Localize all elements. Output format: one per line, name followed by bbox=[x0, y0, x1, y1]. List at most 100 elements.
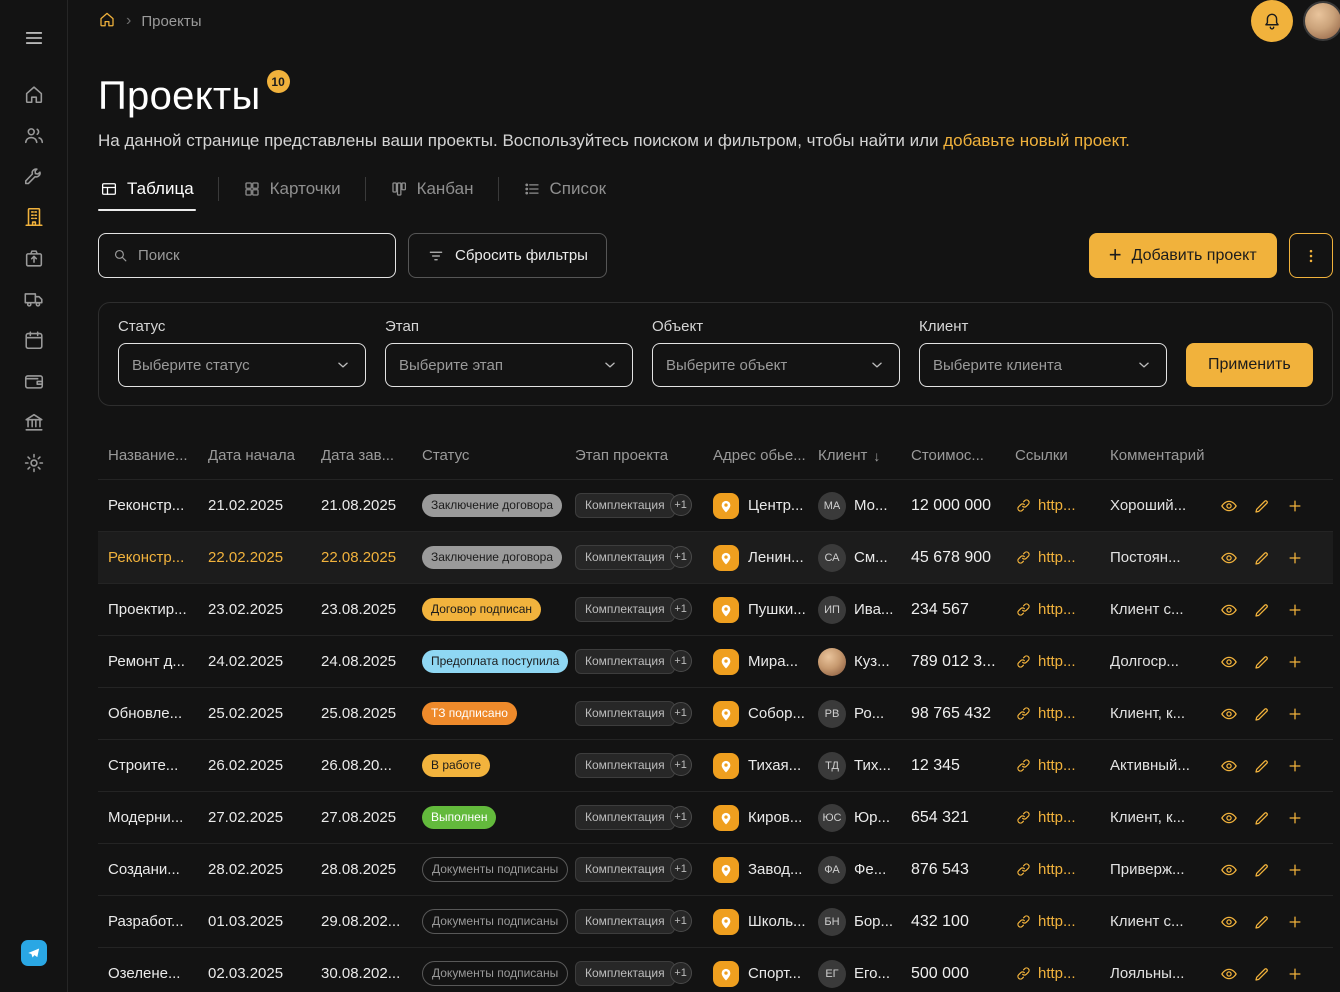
stage-badge: Комплектация bbox=[575, 753, 675, 778]
export-icon[interactable] bbox=[14, 238, 54, 278]
user-avatar[interactable] bbox=[1302, 1, 1340, 41]
users-icon[interactable] bbox=[14, 115, 54, 155]
table-row[interactable]: Модерни... 27.02.2025 27.08.2025 Выполне… bbox=[98, 792, 1333, 844]
table-row[interactable]: Обновле... 25.02.2025 25.08.2025 ТЗ подп… bbox=[98, 688, 1333, 740]
project-link[interactable]: http... bbox=[1038, 705, 1076, 722]
view-button[interactable] bbox=[1220, 705, 1238, 723]
add-row-button[interactable] bbox=[1286, 601, 1304, 619]
tab-table[interactable]: Таблица bbox=[98, 173, 196, 211]
more-options-button[interactable] bbox=[1288, 233, 1333, 278]
view-button[interactable] bbox=[1220, 549, 1238, 567]
table-row[interactable]: Разработ... 01.03.2025 29.08.202... Доку… bbox=[98, 896, 1333, 948]
location-pin-icon bbox=[713, 700, 739, 727]
edit-button[interactable] bbox=[1253, 705, 1271, 723]
add-row-button[interactable] bbox=[1286, 705, 1304, 723]
project-name: Реконстр... bbox=[108, 549, 185, 566]
project-link[interactable]: http... bbox=[1038, 757, 1076, 774]
edit-button[interactable] bbox=[1253, 913, 1271, 931]
stage-select[interactable]: Выберите этап bbox=[385, 343, 633, 387]
view-button[interactable] bbox=[1220, 913, 1238, 931]
add-row-button[interactable] bbox=[1286, 965, 1304, 983]
add-project-link[interactable]: добавьте новый проект. bbox=[943, 131, 1130, 150]
tab-kanban[interactable]: Канбан bbox=[388, 173, 476, 211]
table-row[interactable]: Строите... 26.02.2025 26.08.20... В рабо… bbox=[98, 740, 1333, 792]
table-row[interactable]: Создани... 28.02.2025 28.08.2025 Докумен… bbox=[98, 844, 1333, 896]
apply-filters-button[interactable]: Применить bbox=[1186, 343, 1313, 387]
edit-button[interactable] bbox=[1253, 861, 1271, 879]
bell-icon[interactable] bbox=[1250, 0, 1293, 42]
bank-icon[interactable] bbox=[14, 402, 54, 442]
tab-cards[interactable]: Карточки bbox=[241, 173, 343, 211]
project-address: Собор... bbox=[748, 705, 805, 722]
col-address[interactable]: Адрес обье... bbox=[713, 447, 806, 464]
add-row-button[interactable] bbox=[1286, 653, 1304, 671]
col-status[interactable]: Статус bbox=[422, 447, 470, 464]
col-client[interactable]: Клиент ↓ bbox=[818, 447, 911, 464]
location-pin-icon bbox=[713, 544, 739, 571]
menu-icon[interactable] bbox=[14, 18, 54, 58]
edit-button[interactable] bbox=[1253, 809, 1271, 827]
sort-desc-icon[interactable]: ↓ bbox=[873, 447, 881, 464]
project-link[interactable]: http... bbox=[1038, 809, 1076, 826]
add-row-button[interactable] bbox=[1286, 913, 1304, 931]
truck-icon[interactable] bbox=[14, 279, 54, 319]
col-stage[interactable]: Этап проекта bbox=[575, 447, 669, 464]
calendar-icon[interactable] bbox=[14, 320, 54, 360]
view-button[interactable] bbox=[1220, 861, 1238, 879]
project-link[interactable]: http... bbox=[1038, 965, 1076, 982]
view-button[interactable] bbox=[1220, 653, 1238, 671]
col-date-start[interactable]: Дата начала bbox=[208, 447, 295, 464]
table-row[interactable]: Проектир... 23.02.2025 23.08.2025 Догово… bbox=[98, 584, 1333, 636]
col-links[interactable]: Ссылки bbox=[1015, 447, 1068, 464]
add-row-button[interactable] bbox=[1286, 497, 1304, 515]
home-icon[interactable] bbox=[98, 10, 116, 32]
table-row[interactable]: Озелене... 02.03.2025 30.08.202... Докум… bbox=[98, 948, 1333, 992]
edit-button[interactable] bbox=[1253, 965, 1271, 983]
view-button[interactable] bbox=[1220, 965, 1238, 983]
plus-icon bbox=[1289, 915, 1301, 928]
project-link[interactable]: http... bbox=[1038, 913, 1076, 930]
table-row[interactable]: Реконстр... 22.02.2025 22.08.2025 Заключ… bbox=[98, 532, 1333, 584]
add-row-button[interactable] bbox=[1286, 549, 1304, 567]
col-name[interactable]: Название... bbox=[108, 447, 188, 464]
add-row-button[interactable] bbox=[1286, 809, 1304, 827]
telegram-icon[interactable] bbox=[14, 933, 54, 973]
search-input[interactable] bbox=[138, 247, 382, 264]
edit-button[interactable] bbox=[1253, 549, 1271, 567]
kanban-icon bbox=[391, 182, 406, 196]
status-select[interactable]: Выберите статус bbox=[118, 343, 366, 387]
status-badge: ТЗ подписано bbox=[422, 702, 517, 725]
add-row-button[interactable] bbox=[1286, 757, 1304, 775]
view-button[interactable] bbox=[1220, 601, 1238, 619]
edit-button[interactable] bbox=[1253, 497, 1271, 515]
home-icon[interactable] bbox=[14, 74, 54, 114]
add-project-button[interactable]: + Добавить проект bbox=[1088, 233, 1277, 278]
project-link[interactable]: http... bbox=[1038, 549, 1076, 566]
table-row[interactable]: Ремонт д... 24.02.2025 24.08.2025 Предоп… bbox=[98, 636, 1333, 688]
building-icon[interactable] bbox=[14, 197, 54, 237]
col-comment[interactable]: Комментарий bbox=[1110, 447, 1205, 464]
table-row[interactable]: Реконстр... 21.02.2025 21.08.2025 Заключ… bbox=[98, 480, 1333, 532]
col-cost[interactable]: Стоимос... bbox=[911, 447, 984, 464]
project-link[interactable]: http... bbox=[1038, 653, 1076, 670]
project-link[interactable]: http... bbox=[1038, 497, 1076, 514]
gear-icon[interactable] bbox=[14, 443, 54, 483]
view-button[interactable] bbox=[1220, 757, 1238, 775]
col-date-end[interactable]: Дата зав... bbox=[321, 447, 395, 464]
view-button[interactable] bbox=[1220, 809, 1238, 827]
reset-filters-button[interactable]: Сбросить фильтры bbox=[408, 233, 607, 278]
edit-button[interactable] bbox=[1253, 653, 1271, 671]
project-link[interactable]: http... bbox=[1038, 861, 1076, 878]
object-select[interactable]: Выберите объект bbox=[652, 343, 900, 387]
stage-badge: Комплектация bbox=[575, 805, 675, 830]
client-select[interactable]: Выберите клиента bbox=[919, 343, 1167, 387]
edit-button[interactable] bbox=[1253, 601, 1271, 619]
tab-list[interactable]: Список bbox=[521, 173, 609, 211]
wallet-icon[interactable] bbox=[14, 361, 54, 401]
add-row-button[interactable] bbox=[1286, 861, 1304, 879]
wrench-icon[interactable] bbox=[14, 156, 54, 196]
view-button[interactable] bbox=[1220, 497, 1238, 515]
project-link[interactable]: http... bbox=[1038, 601, 1076, 618]
stage-extra-badge: +1 bbox=[669, 962, 692, 985]
edit-button[interactable] bbox=[1253, 757, 1271, 775]
